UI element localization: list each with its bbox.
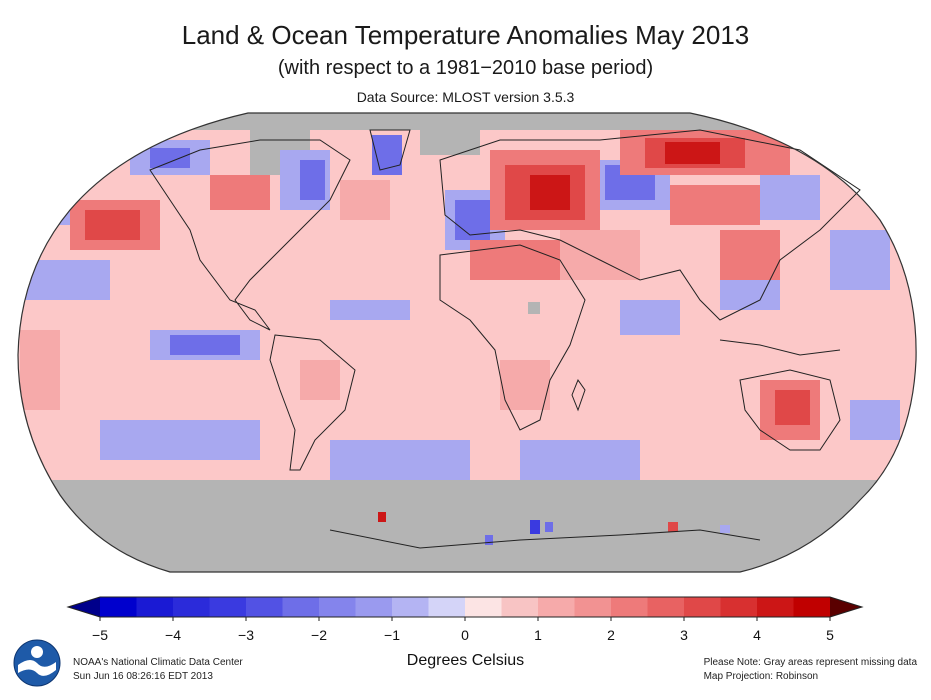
madagascar-outline — [571, 378, 586, 412]
color-scale-segment — [100, 597, 137, 617]
warm-australia-core — [775, 390, 810, 425]
cool-canada-core — [300, 160, 325, 200]
cool-antarctic-cell-1 — [530, 520, 540, 534]
cool-pacific-band-1 — [20, 260, 110, 300]
cool-antarctic-cell-4 — [720, 525, 730, 533]
cool-south-pacific — [100, 420, 260, 460]
missing-arctic — [18, 113, 917, 130]
noaa-logo — [13, 639, 61, 687]
warm-alaska-canada — [210, 175, 270, 210]
warm-north-pacific-core — [85, 210, 140, 240]
cool-arabian-sea — [620, 300, 680, 335]
color-scale-bar — [66, 596, 864, 621]
note-block: Please Note: Gray areas represent missin… — [704, 656, 917, 684]
credit-block: NOAA's National Climatic Data Center Sun… — [73, 656, 243, 684]
cool-antarctic-cell-3 — [485, 535, 493, 545]
color-scale-segment — [319, 597, 356, 617]
missing-data-note: Please Note: Gray areas represent missin… — [703, 657, 917, 668]
color-scale-segment — [428, 597, 466, 617]
color-scale-segment — [173, 597, 210, 617]
cool-antarctic-cell-2 — [545, 522, 553, 532]
warm-north-atlantic — [340, 180, 390, 220]
color-scale-segment — [501, 597, 539, 617]
antarctica-outline — [329, 529, 761, 549]
color-scale-min-arrow — [68, 597, 100, 617]
credit-timestamp: Sun Jun 16 08:26:16 EDT 2013 — [73, 671, 213, 682]
missing-atlantic-north — [420, 130, 480, 155]
cool-tropical-pacific-core — [170, 335, 240, 355]
color-scale-segment — [611, 597, 648, 617]
cool-atlantic-band — [330, 300, 410, 320]
australia-outline — [739, 369, 841, 451]
warm-east-pacific-edge — [20, 330, 60, 410]
cool-sw-pacific — [850, 400, 900, 440]
color-scale-segment — [574, 597, 612, 617]
color-scale-segment — [720, 597, 758, 617]
cool-alaska-core — [150, 148, 190, 168]
missing-africa-cell — [528, 302, 540, 314]
color-scale-segment — [538, 597, 575, 617]
projection-note: Map Projection: Robinson — [703, 671, 819, 682]
continent-outlines — [149, 129, 861, 549]
warm-east-asia — [720, 230, 780, 280]
color-scale-segment — [209, 597, 247, 617]
color-scale-segment — [684, 597, 721, 617]
map-subtitle: (with respect to a 1981−2010 base period… — [277, 57, 654, 79]
warm-middle-east — [560, 230, 640, 280]
missing-antarctic — [18, 480, 917, 572]
credit-org: NOAA's National Climatic Data Center — [73, 657, 243, 668]
warm-north-siberia-peak — [665, 142, 720, 164]
cool-south-indian — [520, 440, 640, 480]
south-america-outline — [269, 334, 356, 471]
color-scale-segment — [465, 597, 502, 617]
globe-border — [17, 112, 917, 573]
color-scale-segment — [355, 597, 393, 617]
warm-south-america — [300, 360, 340, 400]
warm-north-africa — [470, 240, 560, 280]
warm-south-africa — [500, 360, 550, 410]
greenland-outline — [369, 129, 411, 171]
indonesia-outline — [719, 339, 841, 356]
color-scale-segment — [793, 597, 831, 617]
warm-russia-peak — [530, 175, 570, 210]
color-scale-max-arrow — [830, 597, 862, 617]
color-scale-segment — [647, 597, 685, 617]
color-scale-segment — [282, 597, 320, 617]
north-america-outline — [149, 139, 351, 331]
cool-south-atlantic — [330, 440, 470, 480]
map-title: Land & Ocean Temperature Anomalies May 2… — [181, 20, 750, 50]
africa-outline — [439, 244, 586, 431]
color-scale-segment — [392, 597, 429, 617]
cool-east-siberia — [760, 175, 820, 220]
color-scale-segment — [246, 597, 283, 617]
warm-antarctic-cell-2 — [668, 522, 678, 532]
data-source: Data Source: MLOST version 3.5.3 — [356, 89, 575, 105]
map-field — [18, 113, 917, 572]
units-label: Degrees Celsius — [406, 652, 525, 669]
color-scale-segment — [136, 597, 174, 617]
cool-nw-pacific — [830, 230, 890, 290]
warm-central-siberia — [670, 185, 760, 225]
color-scale-segment — [757, 597, 794, 617]
warm-antarctic-cell-1 — [378, 512, 386, 522]
europe-asia-outline — [439, 129, 861, 321]
